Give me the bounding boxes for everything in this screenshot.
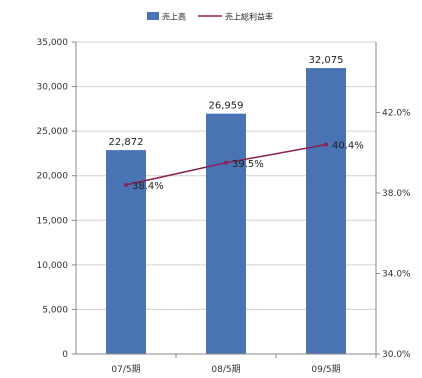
bar — [206, 113, 246, 354]
left-tick-label: 10,000 — [37, 261, 69, 271]
bar-data-label: 26,959 — [209, 101, 244, 112]
axes: 0 5,000 10,000 15,000 20,000 25,000 30,000 35,0… — [37, 38, 412, 375]
left-tick-label: 30,000 — [37, 83, 69, 93]
left-tick-label: 5,000 — [42, 305, 68, 315]
x-tick-label: 08/5期 — [211, 364, 240, 375]
legend-swatch-sales — [147, 12, 159, 20]
left-tick-label: 0 — [62, 350, 68, 360]
margin-line — [124, 142, 328, 187]
margin-data-label: 38.4% — [132, 181, 164, 192]
margin-data-label: 40.4% — [332, 141, 364, 152]
left-tick-label: 25,000 — [37, 127, 69, 137]
bar — [306, 68, 346, 355]
right-tick-label: 38.0% — [382, 189, 411, 199]
bar-data-label: 32,075 — [309, 55, 344, 66]
bar-data-label: 22,872 — [109, 137, 144, 148]
margin-point — [224, 160, 228, 165]
right-tick-label: 34.0% — [382, 269, 411, 279]
bars — [106, 68, 346, 355]
legend: 売上高 売上総利益率 — [147, 12, 273, 22]
margin-point — [124, 182, 128, 187]
left-tick-label: 15,000 — [37, 216, 69, 226]
margin-data-label: 39.5% — [232, 159, 264, 170]
right-tick-label: 42.0% — [382, 108, 411, 118]
labels: 22,872 26,959 32,075 38.4% 39.5% 40.4% — [109, 55, 364, 192]
left-tick-label: 35,000 — [37, 38, 69, 48]
legend-label-margin: 売上総利益率 — [225, 12, 273, 22]
x-tick-label: 07/5期 — [111, 364, 140, 375]
right-tick-label: 30.0% — [382, 350, 411, 360]
left-tick-label: 20,000 — [37, 172, 69, 182]
margin-point — [324, 142, 328, 147]
legend-label-sales: 売上高 — [162, 12, 186, 22]
x-tick-label: 09/5期 — [311, 364, 340, 375]
